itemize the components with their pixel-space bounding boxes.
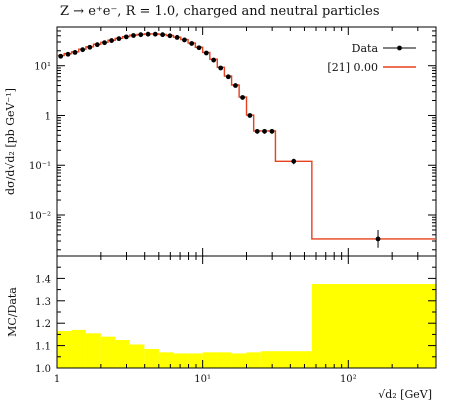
data-point bbox=[247, 113, 253, 118]
ratio-band-bin bbox=[71, 329, 86, 368]
data-point bbox=[269, 128, 275, 134]
legend-label-data: Data bbox=[352, 42, 379, 55]
data-point bbox=[225, 74, 231, 80]
data-point bbox=[375, 236, 381, 242]
ratio-y-tick-label: 1.2 bbox=[35, 319, 51, 330]
ratio-band-bin bbox=[158, 352, 174, 368]
ratio-y-tick-label: 1.3 bbox=[35, 297, 51, 308]
y-axis-label: dσ/d√d₂ [pb GeV⁻¹] bbox=[4, 88, 17, 195]
x-axis-label: √d₂ [GeV] bbox=[378, 388, 432, 401]
x-tick-label: 10² bbox=[340, 374, 357, 385]
data-point bbox=[218, 65, 224, 71]
data-point bbox=[233, 83, 238, 88]
ratio-band-bin bbox=[100, 336, 116, 368]
ratio-band-bin bbox=[311, 284, 436, 368]
ratio-y-tick-label: 1.0 bbox=[35, 364, 51, 375]
data-point bbox=[189, 41, 195, 46]
data-point bbox=[211, 57, 217, 63]
y-tick-label: 10¹ bbox=[34, 62, 51, 73]
ratio-band-bin bbox=[231, 353, 247, 368]
ratio-band-bin bbox=[115, 340, 130, 368]
data-point bbox=[65, 51, 71, 57]
mc-step-line bbox=[57, 33, 436, 240]
data-point bbox=[174, 35, 180, 40]
ratio-y-axis-label: MC/Data bbox=[6, 287, 19, 337]
data-point bbox=[123, 34, 129, 40]
plot-title: Z → e⁺e⁻, R = 1.0, charged and neutral p… bbox=[60, 4, 380, 19]
ratio-band-bin bbox=[202, 352, 218, 368]
x-tick-label: 10¹ bbox=[194, 374, 211, 385]
data-point bbox=[80, 47, 86, 53]
data-point bbox=[262, 128, 267, 134]
y-tick-label: 10⁻¹ bbox=[29, 161, 51, 172]
data-point bbox=[72, 50, 78, 55]
x-tick-label: 1 bbox=[54, 374, 60, 385]
data-point bbox=[254, 128, 260, 134]
y-tick-label: 10⁻² bbox=[29, 211, 51, 222]
ratio-band-bin bbox=[275, 351, 312, 368]
data-point bbox=[109, 38, 114, 43]
ratio-band-bin bbox=[173, 353, 189, 368]
data-point bbox=[167, 33, 173, 39]
data-point bbox=[240, 95, 245, 100]
main-panel-frame bbox=[56, 26, 437, 257]
data-point bbox=[145, 31, 151, 37]
data-point bbox=[87, 44, 93, 50]
data-point bbox=[203, 50, 209, 56]
data-point bbox=[58, 53, 64, 59]
data-point bbox=[116, 36, 122, 42]
data-point bbox=[182, 37, 187, 43]
ratio-band-bin bbox=[85, 333, 101, 368]
data-point bbox=[291, 158, 297, 164]
ratio-band-bin bbox=[246, 352, 261, 368]
ratio-band-bin bbox=[217, 352, 232, 368]
ratio-band-bin bbox=[188, 353, 203, 368]
data-point bbox=[196, 45, 202, 51]
ratio-band-bin bbox=[144, 348, 159, 368]
data-point bbox=[131, 33, 136, 38]
data-point bbox=[94, 42, 100, 48]
data-point bbox=[138, 32, 144, 38]
legend-label-mc: [21] 0.00 bbox=[327, 61, 378, 74]
ratio-y-tick-label: 1.4 bbox=[35, 274, 51, 285]
legend-marker-data bbox=[397, 45, 402, 51]
data-point bbox=[160, 32, 166, 38]
y-tick-label: 1 bbox=[45, 111, 51, 122]
ratio-y-tick-label: 1.1 bbox=[35, 342, 51, 353]
ratio-band-bin bbox=[260, 351, 276, 368]
data-point bbox=[152, 31, 158, 37]
ratio-band-bin bbox=[129, 344, 145, 368]
data-point bbox=[102, 40, 107, 46]
ratio-band-bin bbox=[57, 331, 72, 368]
